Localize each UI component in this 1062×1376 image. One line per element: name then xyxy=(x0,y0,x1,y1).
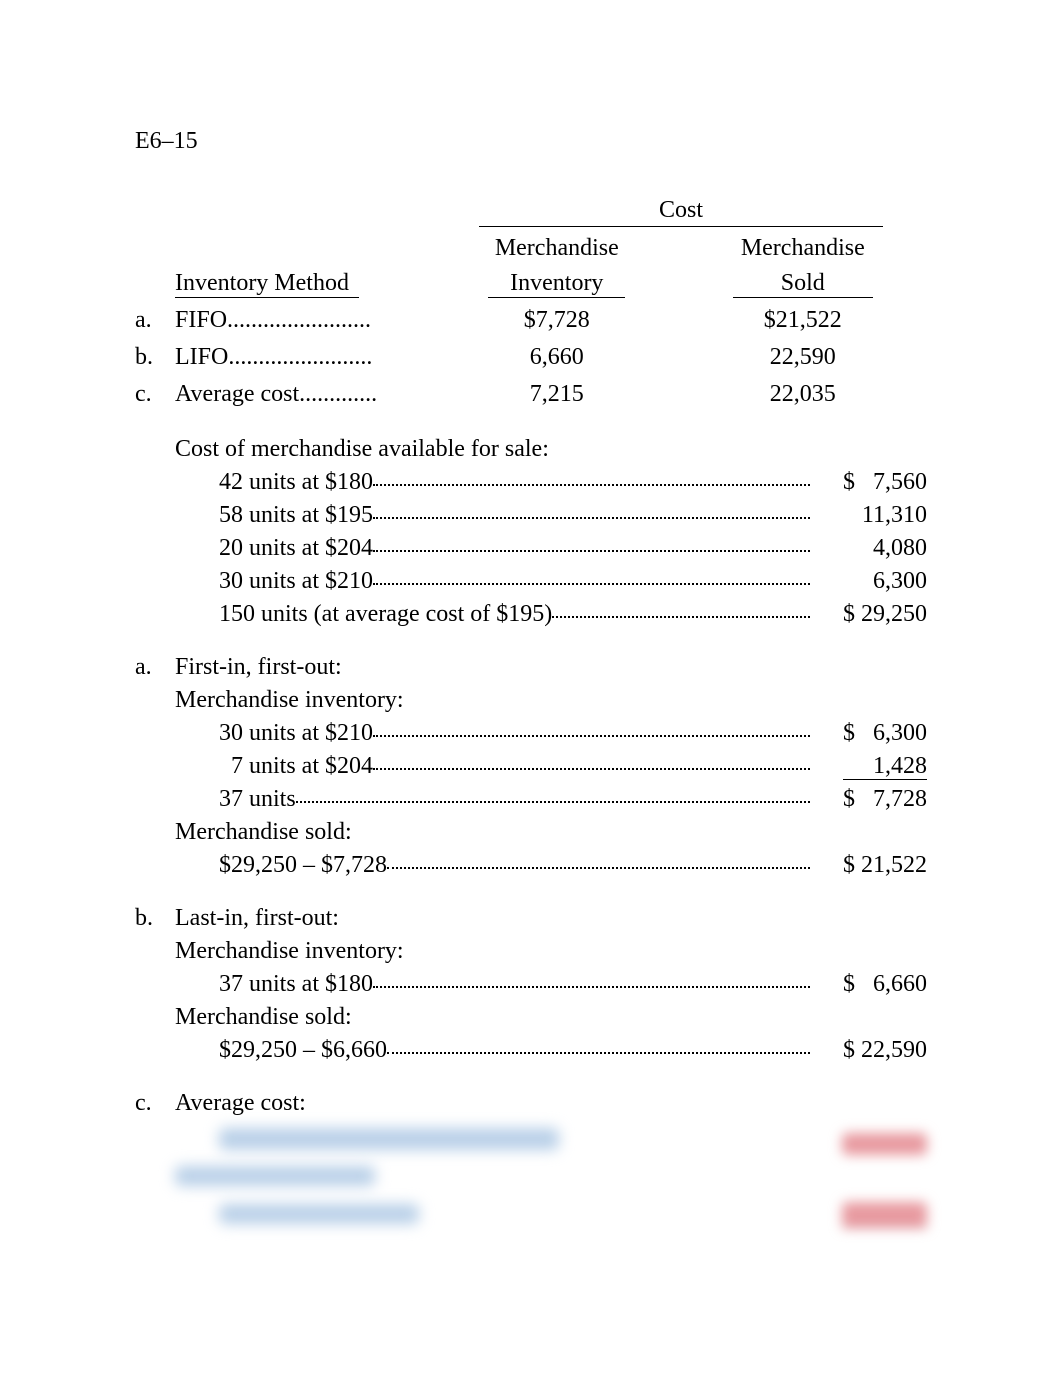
section-title: Average cost: xyxy=(175,1090,306,1117)
row-letter: b. xyxy=(135,339,175,376)
col-method-header: Inventory Method xyxy=(175,270,359,298)
line-label: 37 units xyxy=(219,786,296,813)
section-title: Last-in, first-out: xyxy=(175,905,339,932)
row-inv: 7,215 xyxy=(435,376,679,413)
row-letter: c. xyxy=(135,376,175,413)
row-sold: 22,035 xyxy=(679,376,927,413)
line-amount: 1,428 xyxy=(812,753,927,780)
exercise-label: E6–15 xyxy=(135,128,927,155)
row-inv: $7,728 xyxy=(435,302,679,339)
inventory-summary-table: Cost Merchandise Merchandise Inventory M… xyxy=(135,193,927,413)
line-label: 37 units at $180 xyxy=(219,971,373,998)
line-amount: $ 6,300 xyxy=(812,720,927,747)
sold-heading: Merchandise sold: xyxy=(175,1004,352,1031)
line-label: 30 units at $210 xyxy=(219,720,373,747)
row-method: FIFO........................ xyxy=(175,302,435,339)
cost-header: Cost xyxy=(479,197,883,227)
col-sold-header-1: Merchandise xyxy=(679,231,927,266)
row-inv: 6,660 xyxy=(435,339,679,376)
section-letter: c. xyxy=(135,1090,175,1117)
row-method: Average cost............. xyxy=(175,376,435,413)
page: E6–15 Cost Merchandise Merchandise Inven… xyxy=(0,0,1062,1376)
inv-heading: Merchandise inventory: xyxy=(175,938,404,965)
section-b: b. Last-in, first-out: Merchandise inven… xyxy=(135,902,927,1067)
col-inv-header-2: Inventory xyxy=(488,270,625,298)
section-c: c. Average cost: xyxy=(135,1087,927,1226)
row-sold: $21,522 xyxy=(679,302,927,339)
line-label: 7 units at $204 xyxy=(219,753,373,780)
line-amount: $ 29,250 xyxy=(812,601,927,628)
row-letter: a. xyxy=(135,302,175,339)
line-amount: $ 7,728 xyxy=(812,786,927,813)
line-amount: $ 7,560 xyxy=(812,469,927,496)
section-letter: b. xyxy=(135,905,175,932)
line-label: 58 units at $195 xyxy=(219,502,373,529)
col-inv-header-1: Merchandise xyxy=(435,231,679,266)
line-amount: 6,300 xyxy=(812,568,927,595)
line-label: $29,250 – $6,660 xyxy=(219,1037,387,1064)
row-sold: 22,590 xyxy=(679,339,927,376)
section-a: a. First-in, first-out: Merchandise inve… xyxy=(135,651,927,882)
line-amount: $ 6,660 xyxy=(812,971,927,998)
section-title: First-in, first-out: xyxy=(175,654,342,681)
line-amount: $ 22,590 xyxy=(812,1037,927,1064)
line-amount: 11,310 xyxy=(812,502,927,529)
cost-available-heading: Cost of merchandise available for sale: xyxy=(175,436,549,463)
inv-heading: Merchandise inventory: xyxy=(175,687,404,714)
row-method: LIFO........................ xyxy=(175,339,435,376)
line-label: 20 units at $204 xyxy=(219,535,373,562)
sold-heading: Merchandise sold: xyxy=(175,819,352,846)
line-label: 150 units (at average cost of $195) xyxy=(219,601,552,628)
line-amount: 4,080 xyxy=(812,535,927,562)
line-label: $29,250 – $7,728 xyxy=(219,852,387,879)
line-label: 30 units at $210 xyxy=(219,568,373,595)
section-letter: a. xyxy=(135,654,175,681)
line-label: 42 units at $180 xyxy=(219,469,373,496)
line-amount: $ 21,522 xyxy=(812,852,927,879)
cost-available-section: Cost of merchandise available for sale: … xyxy=(135,433,927,631)
col-sold-header-2: Sold xyxy=(733,270,873,298)
blurred-content xyxy=(175,1128,927,1226)
